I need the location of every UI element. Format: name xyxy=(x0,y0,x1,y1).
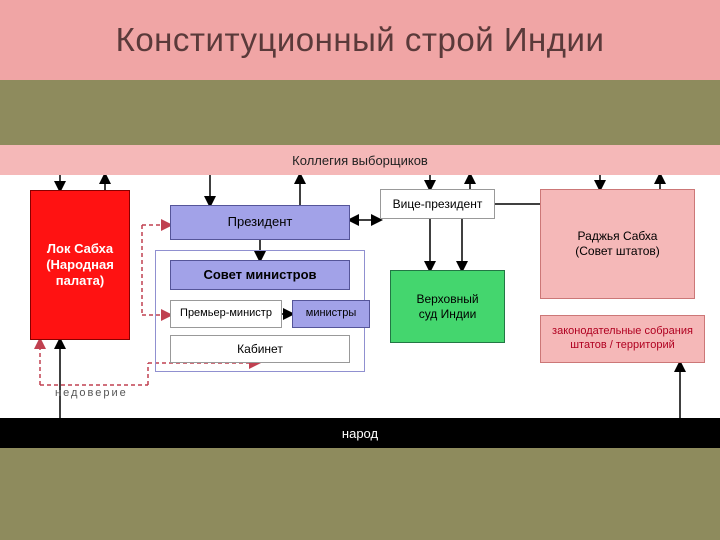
college-label: Коллегия выборщиков xyxy=(292,153,428,168)
title-band: Конституционный строй Индии xyxy=(0,0,720,80)
box-supremecourt: Верховный суд Индии xyxy=(390,270,505,343)
box-ministers: министры xyxy=(292,300,370,328)
box-legislatures: законодательные собрания штатов / террит… xyxy=(540,315,705,363)
box-president: Президент xyxy=(170,205,350,240)
people-band: народ xyxy=(0,418,720,448)
box-loksabha: Лок Сабха (Народная палата) xyxy=(30,190,130,340)
box-vicepresident: Вице-президент xyxy=(380,189,495,219)
box-rajyasabha: Раджья Сабха (Совет штатов) xyxy=(540,189,695,299)
box-pm: Премьер-министр xyxy=(170,300,282,328)
box-council: Совет министров xyxy=(170,260,350,290)
college-band: Коллегия выборщиков xyxy=(0,145,720,175)
diagram-area: Лок Сабха (Народная палата) Президент Вице… xyxy=(0,175,720,418)
box-cabinet: Кабинет xyxy=(170,335,350,363)
distrust-label: недоверие xyxy=(55,387,128,399)
olive-band-bottom xyxy=(0,448,720,540)
page-title: Конституционный строй Индии xyxy=(116,21,605,59)
people-label: народ xyxy=(342,426,378,441)
olive-band-top xyxy=(0,80,720,145)
